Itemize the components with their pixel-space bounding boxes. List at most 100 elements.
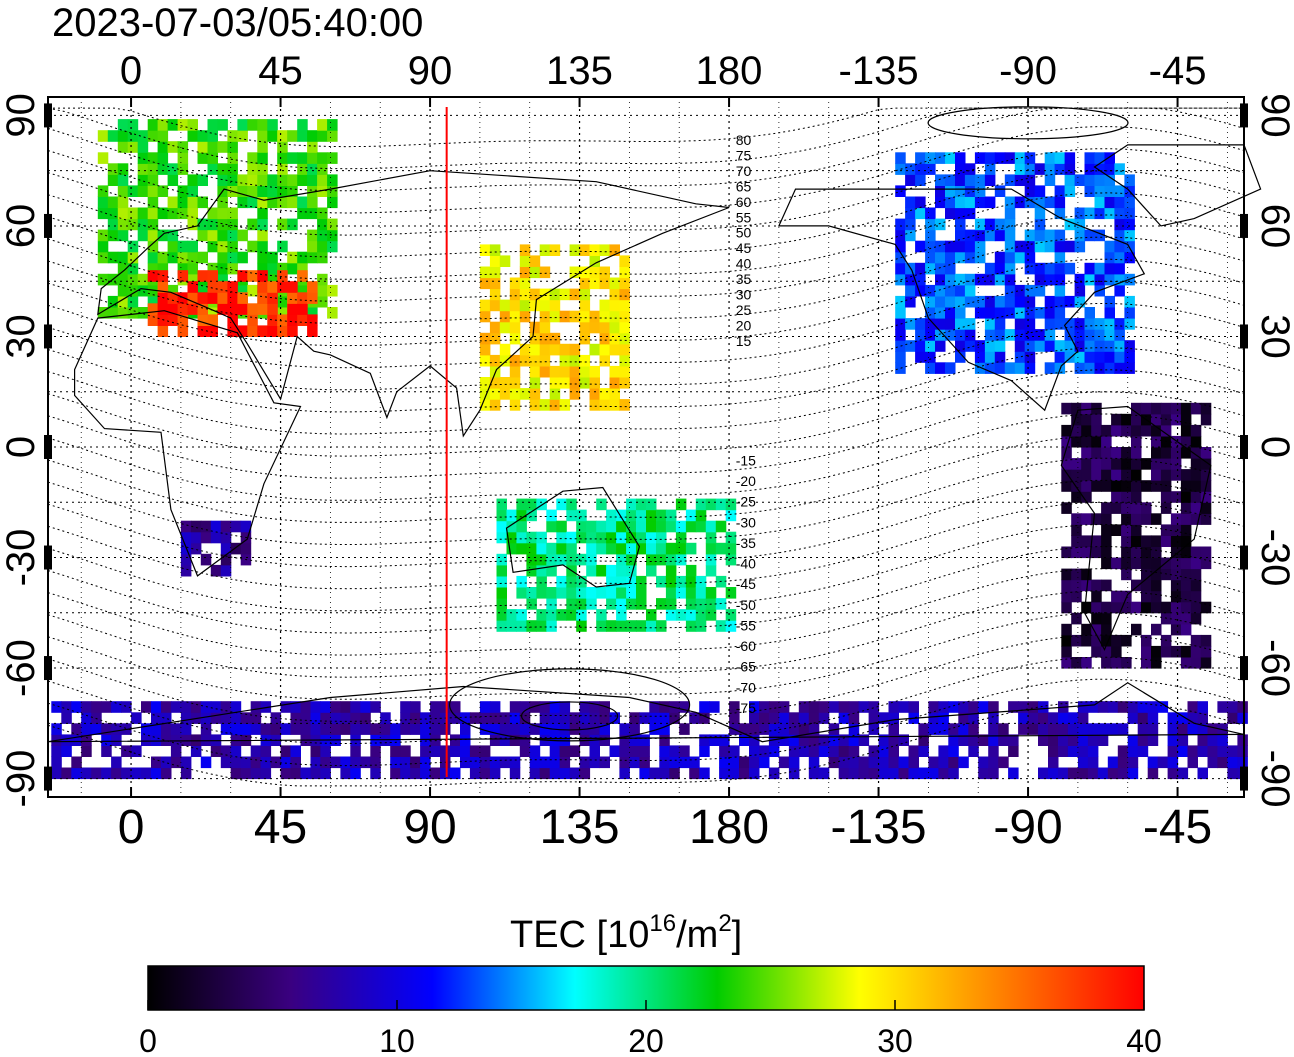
tec-cell	[938, 701, 949, 713]
tec-cell	[1054, 240, 1066, 253]
tec-cell	[107, 295, 119, 308]
tec-cell	[988, 712, 999, 724]
tec-cell	[589, 388, 600, 400]
tec-cell	[207, 119, 218, 131]
tec-cell	[247, 185, 258, 197]
tec-cell	[606, 509, 617, 522]
tec-cell	[350, 712, 361, 724]
tec-cell	[1170, 612, 1182, 625]
tec-cell	[539, 723, 551, 735]
tec-cell	[935, 284, 946, 297]
tec-cell	[559, 756, 571, 769]
tec-cell	[1058, 712, 1069, 724]
tec-cell	[257, 270, 268, 282]
tec-cell	[197, 314, 208, 326]
tec-cell	[101, 767, 112, 780]
tec-cell	[689, 712, 700, 724]
tec-cell	[1004, 262, 1016, 275]
tec-cell	[1147, 701, 1159, 713]
tec-cell	[705, 564, 717, 577]
tec-cell	[297, 196, 308, 209]
tec-cell	[569, 288, 581, 301]
tec-cell	[964, 318, 976, 330]
tec-cell	[1071, 424, 1082, 437]
tec-cell	[599, 712, 610, 724]
tec-cell	[685, 587, 697, 599]
tec-cell	[609, 377, 620, 389]
tec-cell	[161, 701, 172, 713]
tec-cell	[400, 723, 411, 735]
tec-cell	[938, 745, 949, 757]
tec-cell	[1091, 447, 1102, 459]
tec-cell	[1190, 557, 1202, 570]
tec-cell	[858, 701, 870, 713]
tec-cell	[267, 251, 278, 264]
tec-cell	[1097, 723, 1109, 735]
tec-cell	[546, 598, 557, 610]
tec-cell	[161, 767, 172, 780]
tec-cell	[725, 609, 737, 621]
tec-cell	[579, 767, 591, 780]
tec-cell	[1131, 513, 1142, 525]
tec-cell	[895, 340, 906, 352]
tec-cell	[599, 388, 610, 400]
tec-cell	[529, 266, 541, 279]
tec-cell	[1044, 174, 1056, 186]
tec-cell	[549, 244, 561, 256]
tec-cell	[137, 185, 149, 197]
right-latitude-label: 30	[1253, 314, 1294, 359]
tec-cell	[589, 255, 600, 267]
tec-cell	[519, 266, 531, 279]
tec-cell	[994, 229, 1006, 242]
tec-cell	[549, 310, 561, 323]
tec-cell	[974, 174, 986, 186]
tec-cell	[719, 745, 730, 757]
tec-cell	[579, 377, 591, 389]
tec-cell	[569, 244, 581, 256]
tec-cell	[1117, 745, 1129, 757]
tec-cell	[390, 723, 401, 735]
tec-cell	[938, 767, 949, 780]
tec-cell	[1157, 756, 1169, 769]
tec-cell	[1094, 174, 1105, 186]
tec-cell	[227, 218, 238, 231]
tec-cell	[619, 266, 630, 279]
tec-cell	[599, 399, 610, 411]
tec-cell	[1097, 701, 1109, 713]
tec-cell	[97, 240, 109, 253]
tec-cell	[151, 767, 162, 780]
tec-cell	[685, 542, 697, 555]
tec-cell	[586, 520, 597, 533]
tec-cell	[1014, 251, 1026, 264]
tec-cell	[141, 723, 152, 735]
tec-cell	[905, 207, 916, 220]
tec-cell	[509, 723, 521, 735]
tec-cell	[1054, 185, 1066, 197]
tec-cell	[1141, 634, 1152, 647]
tec-cell	[197, 196, 208, 209]
tec-region-mediterranean	[147, 270, 318, 337]
tec-cell	[496, 509, 507, 522]
tec-cell	[1141, 402, 1152, 415]
tec-cell	[257, 152, 268, 164]
tec-cell	[725, 542, 737, 555]
tec-cell	[1114, 251, 1125, 264]
tec-cell	[828, 701, 840, 713]
tec-cell	[1091, 634, 1102, 647]
tec-cell	[257, 325, 268, 337]
tec-cell	[649, 701, 660, 713]
tec-cell	[626, 520, 637, 533]
tec-cell	[180, 520, 192, 533]
tec-cell	[646, 620, 657, 632]
tec-cell	[895, 185, 906, 197]
tec-cell	[1087, 767, 1099, 780]
tec-cell	[217, 251, 228, 264]
tec-cell	[539, 354, 551, 367]
tec-cell	[609, 343, 620, 356]
tec-cell	[310, 767, 321, 780]
tec-cell	[529, 701, 541, 713]
tec-cell	[479, 310, 491, 323]
tec-cell	[559, 377, 571, 389]
tec-cell	[227, 207, 238, 220]
